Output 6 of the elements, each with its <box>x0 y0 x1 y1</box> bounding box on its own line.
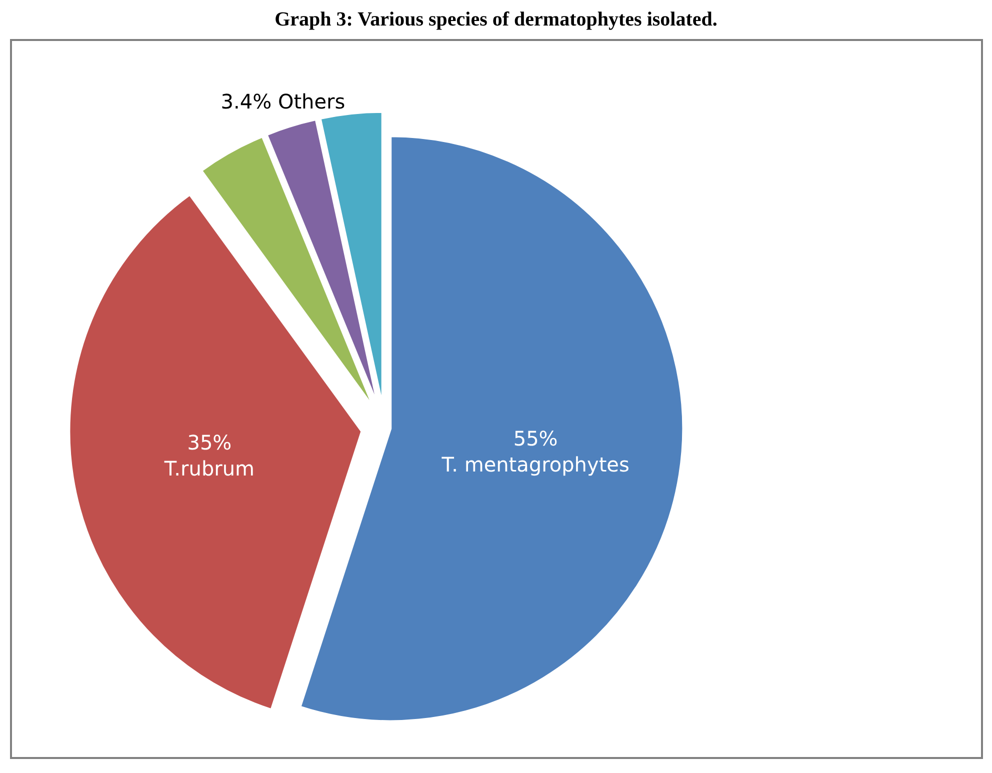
slice-label: T.rubrum <box>163 456 255 481</box>
chart-title: Graph 3: Various species of dermatophytes isolated. <box>274 8 718 31</box>
data-label: 55% <box>513 426 558 451</box>
slice-label: T. mentagrophytes <box>440 452 630 477</box>
data-label: 35% <box>187 430 232 455</box>
slice-label: 3.4% Others <box>220 90 346 114</box>
